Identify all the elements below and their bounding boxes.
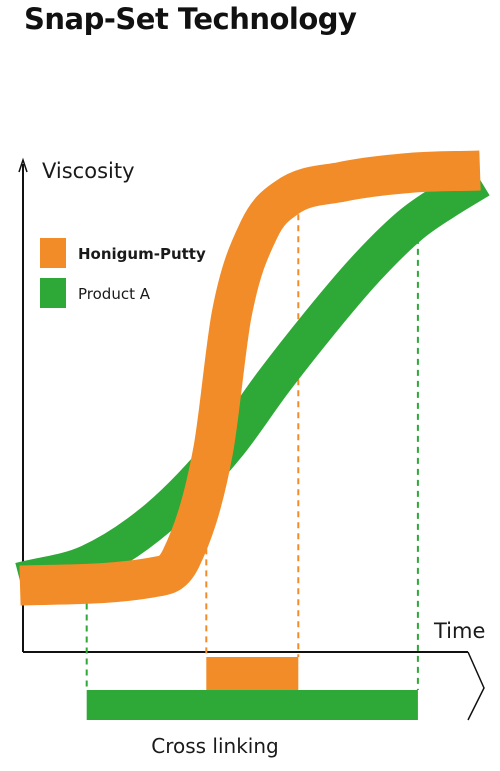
chart-title: Snap-Set Technology	[24, 2, 357, 36]
crosslinking-bar-product-a	[86, 690, 418, 720]
y-axis-arrow	[18, 157, 28, 173]
x-axis-arrow	[467, 651, 485, 721]
legend-label-honigum-putty: Honigum-Putty	[78, 245, 206, 263]
legend-label-product-a: Product A	[78, 285, 151, 303]
legend: Honigum-Putty Product A	[40, 238, 206, 308]
legend-swatch-product-a	[40, 278, 66, 308]
crosslinking-label: Cross linking	[151, 734, 278, 758]
crosslinking-bar-honigum-putty	[206, 657, 299, 691]
curves	[15, 150, 490, 606]
curve-product-a	[15, 163, 490, 599]
curve-honigum-putty	[19, 150, 481, 606]
x-axis-label: Time	[433, 619, 485, 643]
y-axis-label: Viscosity	[42, 159, 135, 183]
crosslinking-bars	[86, 657, 418, 720]
legend-swatch-honigum-putty	[40, 238, 66, 268]
